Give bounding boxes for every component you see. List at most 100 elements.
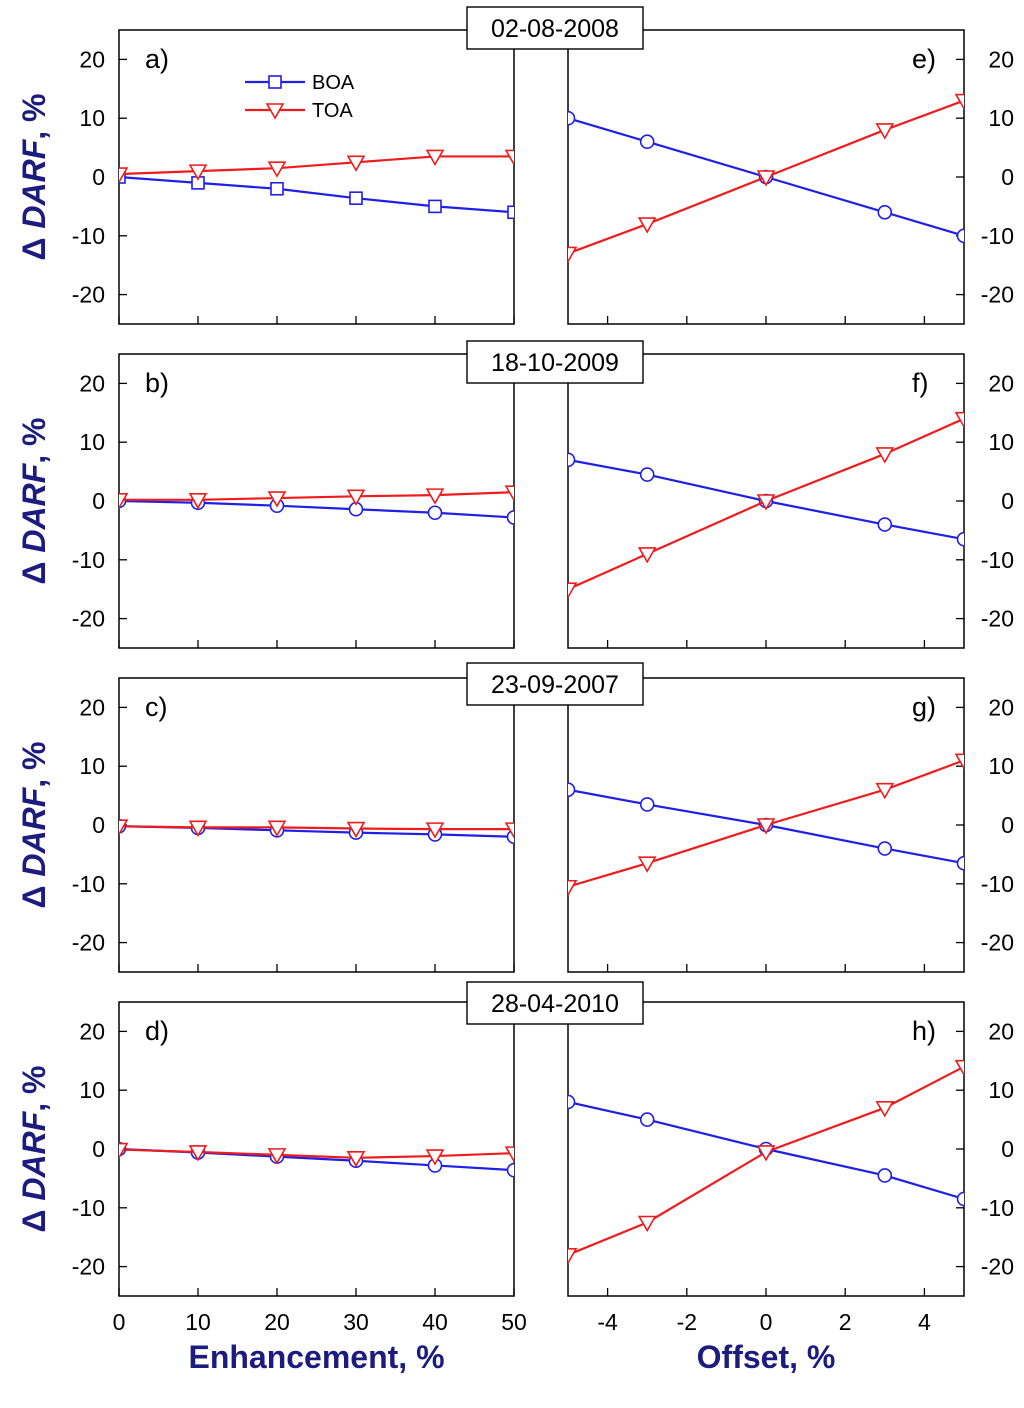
plot-area <box>568 1059 964 1265</box>
data-point-boa <box>639 134 655 150</box>
data-point-toa <box>875 782 895 800</box>
data-point-toa <box>756 1145 776 1162</box>
y-axis-title: Δ DARF, % <box>16 418 52 585</box>
date-frame <box>466 6 644 50</box>
data-point-toa <box>267 1148 287 1165</box>
axes-frame <box>118 677 515 973</box>
panel-f: -20 -10 0 10 20 f) <box>567 353 1014 649</box>
y-tick-label: 0 <box>1001 1136 1014 1162</box>
data-point-boa <box>568 110 576 126</box>
data-point-boa <box>568 782 576 798</box>
data-point-boa <box>568 1094 576 1110</box>
y-tick-label: 20 <box>988 1018 1014 1044</box>
y-axis-title-prefix: Δ <box>16 1201 52 1233</box>
y-axis-title: Δ DARF, % <box>16 94 52 261</box>
data-point-toa <box>637 547 657 564</box>
y-tick-label: 10 <box>79 429 105 455</box>
y-tick-label: 0 <box>92 1136 105 1162</box>
date-box: 18-10-2009 <box>466 340 644 384</box>
series-line-toa <box>119 491 514 501</box>
y-axis-title-suffix: , % <box>16 94 52 140</box>
y-tick-label: 0 <box>92 812 105 838</box>
plot-area <box>119 1141 514 1178</box>
legend-marker-boa <box>268 75 282 89</box>
y-tick-label: -20 <box>981 1254 1014 1280</box>
data-point-toa <box>637 856 657 873</box>
x-tick-label: 50 <box>501 1309 527 1335</box>
date-box: 28-04-2010 <box>466 981 644 1025</box>
plot-area <box>119 485 514 525</box>
data-point-toa <box>425 822 445 839</box>
data-point-toa <box>425 488 445 505</box>
data-point-boa <box>877 841 893 856</box>
y-tick-label: -20 <box>72 1254 105 1280</box>
y-tick-label: -20 <box>981 606 1014 632</box>
data-point-toa <box>756 818 776 835</box>
y-tick-label: -20 <box>72 930 105 956</box>
data-point-toa <box>267 161 287 178</box>
data-point-toa <box>637 1215 657 1233</box>
panel-label: b) <box>145 368 169 398</box>
data-point-boa <box>956 531 964 547</box>
y-axis-title-prefix: Δ <box>16 877 52 909</box>
data-point-toa <box>504 1146 514 1163</box>
data-point-toa <box>875 447 895 464</box>
data-point-boa <box>877 204 893 220</box>
data-point-toa <box>346 489 366 506</box>
data-point-toa <box>188 1145 208 1162</box>
legend-label-toa: TOA <box>312 100 353 122</box>
series-line-toa <box>119 825 514 831</box>
y-tick-label: 20 <box>79 1018 105 1044</box>
data-point-toa <box>267 820 287 837</box>
data-point-toa <box>504 149 514 167</box>
y-tick-label: -20 <box>72 606 105 632</box>
data-point-toa <box>188 820 208 837</box>
data-point-toa <box>504 485 514 502</box>
y-tick-label: -20 <box>72 282 105 308</box>
date-frame <box>466 662 644 706</box>
x-tick-label: 2 <box>839 1309 852 1335</box>
x-tick-label: 20 <box>264 1309 290 1335</box>
panel-label: d) <box>145 1016 169 1046</box>
panel-d: -20 -10 0 10 20 0 10 20 30 40 50 d) <box>72 1001 527 1335</box>
series-line-boa <box>119 175 514 214</box>
legend-label-boa: BOA <box>312 72 355 94</box>
data-point-toa <box>346 821 366 839</box>
data-point-boa <box>349 191 363 205</box>
date-label: 02-08-2008 <box>491 15 619 43</box>
axes-frame <box>118 1001 515 1297</box>
data-point-boa <box>956 1191 964 1207</box>
y-axis-title-italic: DARF <box>16 1110 52 1200</box>
x-tick-label: -4 <box>597 1309 618 1335</box>
y-tick-label: 10 <box>79 753 105 779</box>
y-tick-label: -10 <box>981 871 1014 897</box>
data-point-boa <box>877 517 893 532</box>
data-point-toa <box>875 123 895 140</box>
plot-area <box>568 411 964 599</box>
data-point-boa <box>639 797 655 812</box>
panel-label: f) <box>912 368 929 398</box>
data-point-boa <box>507 205 514 220</box>
data-point-toa <box>188 493 208 510</box>
y-tick-label: 0 <box>92 488 105 514</box>
y-tick-label: 10 <box>79 105 105 131</box>
y-tick-label: -20 <box>981 282 1014 308</box>
y-axis-title: Δ DARF, % <box>16 1066 52 1233</box>
y-axis-title-suffix: , % <box>16 1066 52 1112</box>
y-axis-title-italic: DARF <box>16 786 52 876</box>
date-label: 18-10-2009 <box>491 349 619 377</box>
data-point-toa <box>954 753 964 770</box>
y-tick-label: -10 <box>72 223 105 249</box>
y-tick-label: 20 <box>988 370 1014 396</box>
y-tick-label: 0 <box>1001 488 1014 514</box>
x-axis-title-right: Offset, % <box>697 1339 836 1375</box>
y-tick-label: 20 <box>988 46 1014 72</box>
y-tick-label: 20 <box>79 46 105 72</box>
data-point-toa <box>119 1142 129 1160</box>
y-axis-title: Δ DARF, % <box>16 742 52 909</box>
data-point-toa <box>119 167 129 184</box>
data-point-boa <box>270 181 284 196</box>
panel-label: h) <box>912 1016 936 1046</box>
